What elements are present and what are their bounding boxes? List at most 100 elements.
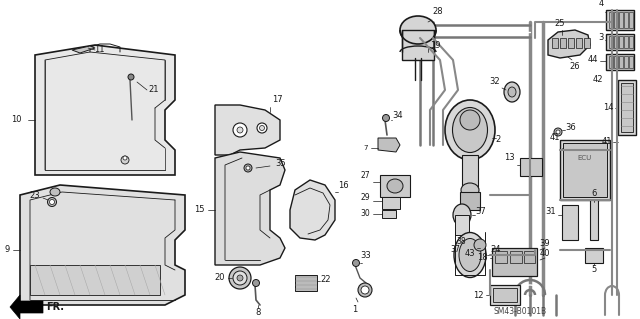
Text: 41: 41	[602, 137, 612, 146]
Ellipse shape	[504, 82, 520, 102]
Ellipse shape	[508, 87, 516, 97]
Bar	[30, 265, 160, 295]
Polygon shape	[35, 45, 175, 175]
Text: 4: 4	[599, 0, 604, 8]
Bar	[624, 36, 628, 48]
Ellipse shape	[128, 74, 134, 80]
Bar	[629, 36, 633, 48]
Bar	[618, 80, 636, 135]
Text: 20: 20	[214, 273, 225, 283]
Text: ECU: ECU	[578, 155, 592, 161]
Text: 7: 7	[364, 145, 368, 151]
Bar	[492, 248, 537, 276]
Ellipse shape	[460, 110, 480, 130]
Bar	[460, 192, 480, 210]
Text: 3: 3	[598, 33, 604, 42]
Ellipse shape	[554, 128, 562, 136]
Ellipse shape	[47, 197, 56, 206]
Text: 17: 17	[272, 95, 283, 104]
Ellipse shape	[474, 239, 486, 251]
Ellipse shape	[453, 204, 471, 226]
Text: 25: 25	[555, 19, 565, 28]
Text: 23: 23	[29, 191, 40, 201]
Text: 10: 10	[12, 115, 22, 124]
Polygon shape	[20, 185, 185, 305]
Ellipse shape	[123, 156, 127, 160]
Text: 1: 1	[353, 305, 358, 314]
Text: 13: 13	[504, 152, 515, 161]
Bar	[520, 158, 542, 176]
Ellipse shape	[259, 125, 264, 130]
Bar	[562, 205, 578, 240]
Text: 41: 41	[550, 133, 560, 143]
Ellipse shape	[233, 271, 247, 285]
Ellipse shape	[452, 108, 488, 152]
Bar	[621, 83, 633, 132]
Ellipse shape	[121, 156, 129, 164]
Text: 34: 34	[392, 110, 403, 120]
Bar	[552, 38, 558, 48]
Text: 30: 30	[360, 209, 370, 218]
Text: SM43-B0101B: SM43-B0101B	[493, 308, 547, 316]
Text: 33: 33	[360, 251, 371, 260]
Text: 42: 42	[593, 76, 603, 85]
Bar	[295, 275, 317, 291]
Bar	[606, 10, 634, 30]
Polygon shape	[378, 138, 400, 152]
Text: 12: 12	[474, 291, 484, 300]
Bar	[606, 54, 634, 70]
Text: 44: 44	[588, 56, 598, 64]
Bar	[624, 56, 628, 68]
Bar	[510, 251, 522, 263]
Bar	[493, 288, 517, 302]
Bar	[609, 12, 613, 28]
Text: 37: 37	[450, 245, 460, 254]
Text: 19: 19	[430, 41, 440, 49]
Ellipse shape	[246, 166, 250, 170]
Ellipse shape	[237, 127, 243, 133]
Ellipse shape	[257, 123, 267, 133]
Ellipse shape	[459, 239, 481, 271]
Text: 9: 9	[4, 246, 10, 255]
Text: 16: 16	[338, 181, 349, 189]
Text: FR.: FR.	[46, 302, 64, 312]
Ellipse shape	[454, 233, 486, 278]
Text: 43: 43	[465, 249, 475, 257]
Ellipse shape	[49, 199, 54, 204]
Text: 24: 24	[490, 246, 500, 255]
Polygon shape	[290, 180, 335, 240]
Bar	[490, 285, 520, 305]
Polygon shape	[10, 295, 43, 319]
Bar	[560, 140, 610, 200]
Bar	[619, 36, 623, 48]
Bar	[606, 34, 634, 50]
Text: 11: 11	[94, 46, 104, 55]
Text: 18: 18	[477, 254, 488, 263]
Bar	[614, 36, 618, 48]
Ellipse shape	[445, 100, 495, 160]
Text: 2: 2	[495, 136, 500, 145]
Ellipse shape	[353, 259, 360, 266]
Text: 35: 35	[275, 159, 285, 167]
Ellipse shape	[244, 164, 252, 172]
Bar	[584, 38, 590, 48]
Bar	[455, 215, 469, 235]
Polygon shape	[72, 46, 95, 53]
Bar	[619, 56, 623, 68]
Ellipse shape	[253, 279, 259, 286]
Bar	[609, 36, 613, 48]
Text: 39: 39	[540, 239, 550, 248]
Bar	[568, 38, 574, 48]
Text: 22: 22	[320, 276, 330, 285]
Text: 29: 29	[360, 194, 370, 203]
Text: 14: 14	[604, 103, 614, 113]
Bar	[380, 175, 410, 197]
Ellipse shape	[461, 183, 479, 197]
Bar	[524, 251, 535, 263]
Bar	[590, 200, 598, 240]
Text: 27: 27	[360, 170, 370, 180]
Text: 32: 32	[490, 78, 500, 86]
Bar	[585, 248, 603, 263]
Ellipse shape	[237, 275, 243, 281]
Ellipse shape	[50, 188, 60, 196]
